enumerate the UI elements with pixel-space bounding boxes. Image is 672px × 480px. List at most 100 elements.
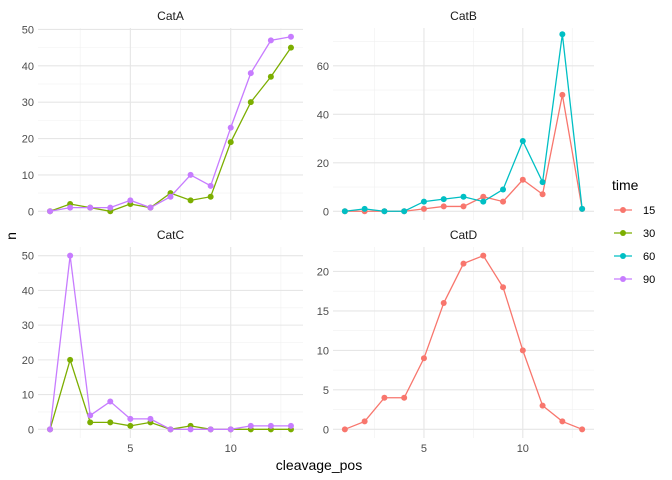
data-point-15 [420, 205, 427, 212]
data-point-90 [227, 426, 234, 433]
panel-catb: 0 20 40 60 CatB [317, 9, 594, 220]
data-point-15 [480, 252, 487, 259]
panel-catd: 0 5 10 15 20 5 10 CatD [317, 228, 594, 455]
data-point-90 [267, 37, 274, 44]
y-tick-label: 5 [323, 385, 329, 397]
y-tick-label: 30 [22, 320, 34, 332]
series-line-15 [344, 254, 583, 430]
data-point-30 [227, 139, 234, 146]
panel-title: CatC [157, 228, 185, 242]
y-tick-label: 0 [28, 424, 34, 436]
data-point-90 [207, 182, 214, 189]
data-point-15 [539, 191, 546, 198]
legend-entry-15: 15 [614, 205, 655, 217]
data-point-90 [227, 124, 234, 131]
data-point-15 [361, 418, 368, 425]
data-point-90 [287, 33, 294, 40]
data-point-90 [267, 422, 274, 429]
data-point-15 [440, 300, 447, 307]
data-point-90 [247, 422, 254, 429]
data-point-15 [500, 198, 507, 205]
legend-label: 30 [643, 228, 655, 240]
data-point-15 [460, 260, 467, 267]
legend-entry-90: 90 [614, 274, 655, 286]
data-point-15 [401, 394, 408, 401]
y-tick-label: 30 [22, 97, 34, 109]
y-tick-label: 20 [22, 134, 34, 146]
x-axis-title: cleavage_pos [276, 457, 362, 473]
y-tick-label: 50 [22, 251, 34, 263]
y-tick-label: 10 [22, 170, 34, 182]
data-point-60 [480, 198, 487, 205]
data-point-15 [420, 355, 427, 362]
data-point-90 [87, 204, 94, 211]
data-point-15 [381, 394, 388, 401]
legend-key-point [620, 276, 626, 282]
y-tick-label: 0 [323, 424, 329, 436]
data-point-90 [87, 412, 94, 419]
data-point-60 [440, 196, 447, 203]
legend-key-point [620, 207, 626, 213]
legend-key-point [620, 230, 626, 236]
legend-label: 15 [643, 205, 655, 217]
data-point-90 [167, 426, 174, 433]
legend-label: 60 [643, 251, 655, 263]
data-point-15 [341, 426, 348, 433]
y-tick-label: 10 [22, 390, 34, 402]
data-point-15 [519, 347, 526, 354]
y-tick-label: 40 [317, 109, 329, 121]
legend: time 15 30 60 90 [612, 177, 655, 286]
data-point-90 [187, 426, 194, 433]
legend-key-point [620, 253, 626, 259]
panel-title: CatB [450, 9, 477, 23]
panel-cata: 0 10 20 30 40 50 CatA [22, 9, 303, 220]
data-point-30 [247, 99, 254, 106]
series-line-30 [49, 47, 292, 212]
panel-title: CatA [157, 9, 184, 23]
x-tick-label: 10 [517, 443, 529, 455]
data-point-60 [500, 186, 507, 193]
y-tick-label: 0 [323, 206, 329, 218]
data-point-30 [267, 73, 274, 80]
data-point-30 [127, 422, 134, 429]
data-point-60 [420, 198, 427, 205]
data-point-60 [341, 208, 348, 215]
legend-label: 90 [643, 274, 655, 286]
data-point-60 [460, 193, 467, 200]
y-tick-label: 40 [22, 285, 34, 297]
y-tick-label: 50 [22, 24, 34, 36]
data-point-15 [559, 91, 566, 98]
data-point-90 [47, 208, 54, 215]
data-point-90 [67, 204, 74, 211]
data-point-15 [460, 203, 467, 210]
data-point-90 [147, 204, 154, 211]
data-point-90 [287, 422, 294, 429]
data-point-30 [287, 44, 294, 51]
panel-catc: 0 10 20 30 40 50 5 10 CatC [22, 228, 303, 455]
data-point-90 [107, 204, 114, 211]
legend-title: time [612, 177, 639, 193]
y-tick-label: 60 [317, 61, 329, 73]
data-point-60 [401, 208, 408, 215]
data-point-15 [480, 193, 487, 200]
data-point-90 [127, 197, 134, 204]
y-tick-label: 10 [317, 345, 329, 357]
y-tick-label: 20 [317, 158, 329, 170]
data-point-15 [519, 176, 526, 183]
data-point-90 [67, 252, 74, 259]
data-point-60 [361, 205, 368, 212]
data-point-90 [127, 415, 134, 422]
series-line-90 [49, 36, 292, 212]
panel-title: CatD [450, 228, 478, 242]
data-point-60 [519, 137, 526, 144]
data-point-90 [207, 426, 214, 433]
legend-entry-30: 30 [614, 228, 655, 240]
y-tick-label: 20 [22, 355, 34, 367]
data-point-15 [440, 203, 447, 210]
data-point-30 [87, 419, 94, 426]
y-tick-label: 15 [317, 306, 329, 318]
data-point-30 [207, 193, 214, 200]
data-point-60 [381, 208, 388, 215]
